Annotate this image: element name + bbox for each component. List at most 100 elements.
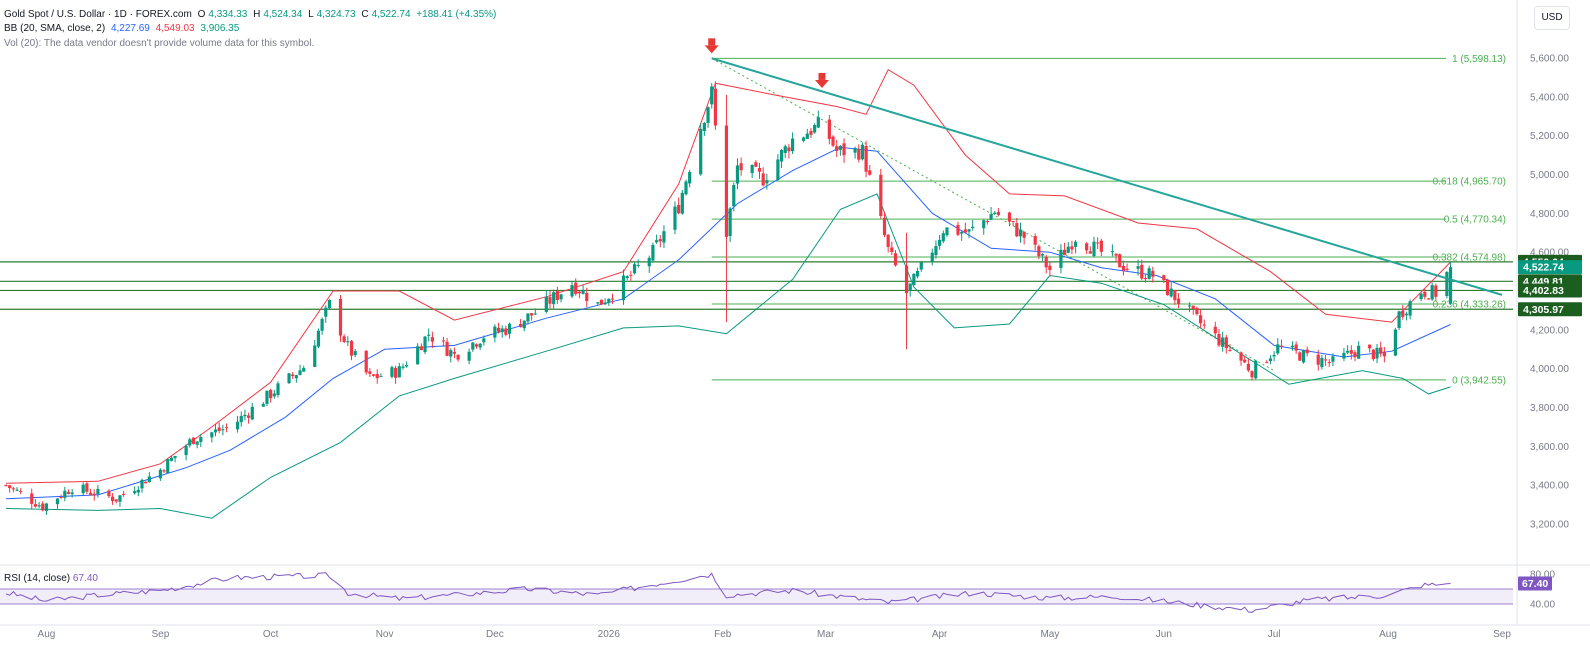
candle-body (302, 368, 306, 372)
time-tick-label: Feb (714, 629, 732, 640)
price-tick-label: 4,600.00 (1530, 248, 1569, 259)
candle-body (610, 298, 615, 300)
time-tick-label: Nov (376, 629, 394, 640)
price-tick-label: 3,800.00 (1530, 403, 1569, 414)
candle-body (1088, 251, 1092, 254)
candle-body (1397, 311, 1401, 328)
candle-body (1404, 313, 1409, 316)
candle-body (1140, 264, 1144, 279)
candle-body (533, 313, 537, 315)
candle-body (677, 204, 681, 214)
candle-body (85, 483, 89, 492)
candle-body (938, 239, 942, 246)
candle-body (625, 276, 629, 279)
candle-body (11, 488, 15, 490)
trend-line (711, 57, 1503, 296)
candle-body (1375, 347, 1379, 359)
bb-lower-value: 3,906.35 (200, 23, 240, 34)
candle-body (930, 252, 934, 262)
candle-body (757, 168, 762, 172)
candle-body (882, 217, 887, 235)
candle-body (1037, 246, 1041, 257)
candle-body (1085, 243, 1089, 251)
candle-body (37, 505, 41, 507)
candle-body (518, 324, 523, 328)
candle-body (1187, 305, 1192, 307)
candle-body (765, 180, 769, 184)
candle-body (654, 240, 659, 243)
candle-body (1121, 265, 1126, 271)
candle-body (607, 298, 611, 303)
candle-body (379, 376, 383, 378)
candle-body (632, 264, 637, 274)
candle-body (1301, 350, 1306, 363)
candle-body (673, 206, 677, 230)
price-tick-label: 5,200.00 (1530, 131, 1569, 142)
candle-body (577, 291, 582, 294)
candle-body (375, 373, 379, 379)
candle-body (456, 354, 460, 360)
candle-body (1408, 301, 1412, 316)
candle-body (265, 390, 269, 404)
candle-body (842, 143, 846, 156)
candle-body (1040, 254, 1045, 256)
candle-body (1349, 350, 1353, 354)
candle-body (41, 503, 45, 511)
price-axis-badge-label: 4,402.83 (1523, 285, 1564, 297)
time-tick-label: 2026 (598, 629, 621, 640)
candle-body (713, 88, 718, 126)
candle-body (474, 344, 479, 347)
candle-body (1096, 242, 1100, 244)
candle-body (507, 323, 512, 334)
candle-body (1217, 333, 1221, 346)
candle-body (559, 294, 563, 300)
candle-body (261, 403, 265, 407)
fib-level-label: 0.236 (4,333.26) (1433, 299, 1506, 310)
rsi-tick-label: 80.00 (1530, 570, 1555, 581)
candle-body (210, 432, 214, 438)
bb-label: BB (20, SMA, close, 2) (4, 23, 106, 34)
fib-trend-dotted-line (711, 57, 1275, 372)
candle-body (430, 337, 434, 342)
candle-body (908, 283, 912, 291)
candle-body (243, 414, 247, 417)
price-tick-label: 5,600.00 (1530, 54, 1569, 65)
candle-body (213, 429, 218, 433)
candle-body (19, 491, 23, 493)
candle-body (144, 481, 148, 484)
candle-body (647, 257, 651, 267)
rsi-tick-label: 40.00 (1530, 600, 1555, 611)
candle-body (191, 437, 196, 444)
candle-body (651, 244, 655, 261)
candle-body (728, 208, 732, 237)
candle-body (706, 107, 710, 123)
currency-button[interactable]: USD (1534, 6, 1570, 30)
candle-body (313, 345, 317, 367)
candle-body (353, 351, 357, 356)
candle-body (496, 327, 501, 332)
candle-body (787, 147, 791, 152)
candle-body (868, 170, 872, 175)
candle-body (427, 334, 431, 336)
candle-body (1147, 268, 1151, 279)
candle-body (735, 165, 740, 184)
fib-level-label: 0.382 (4,574.98) (1433, 253, 1506, 264)
price-tick-label: 3,400.00 (1530, 481, 1569, 492)
candle-body (1162, 275, 1166, 281)
candle-body (169, 457, 174, 461)
time-tick-label: May (1040, 629, 1059, 640)
candle-body (555, 290, 559, 300)
candle-body (276, 383, 280, 395)
candle-body (526, 313, 530, 322)
candle-body (504, 328, 508, 335)
candle-body (291, 374, 295, 376)
candle-body (996, 211, 1001, 215)
candle-body (1213, 326, 1217, 334)
volume-note: Vol (20): The data vendor doesn't provid… (4, 38, 315, 49)
candle-body (316, 330, 321, 347)
candle-body (1353, 352, 1357, 358)
candle-body (1018, 229, 1023, 237)
candle-body (195, 441, 199, 445)
